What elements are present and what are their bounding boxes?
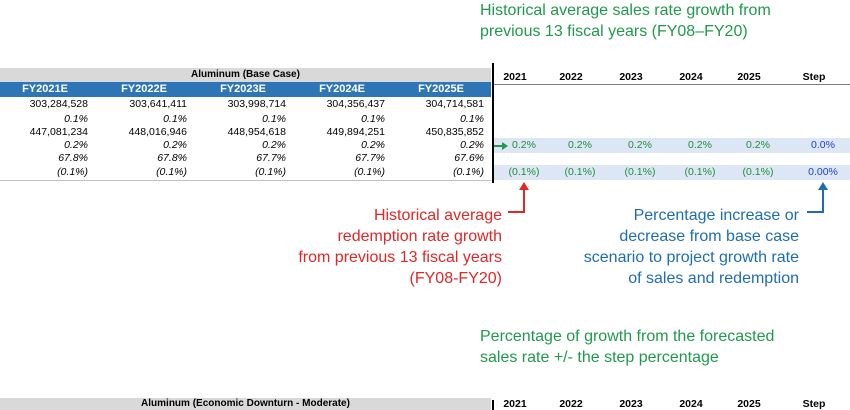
forecast-growth-annotation: Percentage of growth from the forecasted… [480, 326, 840, 368]
year-header: 2025 [737, 71, 761, 83]
annotation-line: Percentage of growth from the forecasted [480, 328, 775, 345]
redemption-growth-value[interactable]: (0.1%) [684, 166, 716, 178]
column-divider [492, 63, 494, 183]
table-cell: 448,954,618 [227, 126, 286, 138]
annotation-line: previous 13 fiscal years (FY08–FY20) [480, 23, 748, 40]
sales-growth-row: 0.2% 0.2% 0.2% 0.2% 0.2% 0.0% [494, 138, 850, 153]
table-cell: 0.1% [361, 113, 385, 125]
table-cell: 67.7% [256, 152, 286, 164]
table-cell: (0.1%) [255, 166, 286, 178]
year-header: 2024 [679, 398, 703, 410]
table-cell: 0.2% [163, 139, 187, 151]
downturn-title: Aluminum (Economic Downturn - Moderate) [0, 398, 491, 410]
table-cell: 67.8% [58, 152, 88, 164]
annotation-line: from previous 13 fiscal years [298, 249, 502, 266]
table-cell: 67.6% [454, 152, 484, 164]
column-divider [492, 400, 494, 410]
table-cell: 303,641,411 [129, 98, 187, 110]
sales-growth-value[interactable]: 0.2% [568, 139, 592, 151]
annotation-line: Historical average sales rate growth fro… [480, 2, 771, 19]
annotation-line: (FY08-FY20) [409, 270, 502, 287]
table-cell: 0.1% [262, 113, 286, 125]
annotation-line: of sales and redemption [628, 270, 799, 287]
table-cell: (0.1%) [156, 166, 187, 178]
table-row: 0.1% 0.1% 0.1% 0.1% 0.1% [0, 112, 491, 127]
table-cell: 0.2% [262, 139, 286, 151]
redemption-growth-value[interactable]: (0.1%) [742, 166, 774, 178]
year-header: 2024 [679, 71, 703, 83]
table-cell: 450,835,852 [425, 126, 484, 138]
table-divider [0, 180, 491, 181]
table-cell: 304,714,581 [425, 98, 484, 110]
table-cell: 0.1% [163, 113, 187, 125]
annotation-line: Percentage increase or [633, 207, 799, 224]
table-row: 447,081,234 448,016,946 448,954,618 449,… [0, 125, 491, 140]
annotation-line: decrease from base case [619, 228, 799, 245]
table-cell: 67.7% [355, 152, 385, 164]
table-row: (0.1%) (0.1%) (0.1%) (0.1%) (0.1%) [0, 165, 491, 180]
sales-growth-value[interactable]: 0.2% [746, 139, 770, 151]
year-header: 2022 [559, 398, 583, 410]
sales-growth-value[interactable]: 0.2% [688, 139, 712, 151]
table-cell: 0.2% [460, 139, 484, 151]
year-header: 2023 [619, 398, 643, 410]
table-row: 0.2% 0.2% 0.2% 0.2% 0.2% [0, 138, 491, 153]
base-case-header-row: FY2021E FY2022E FY2023E FY2024E FY2025E [0, 82, 491, 97]
redemption-step-value[interactable]: 0.00% [808, 166, 838, 178]
annotation-line: Historical average [373, 207, 502, 224]
table-cell: 67.8% [157, 152, 187, 164]
table-cell: 304,356,437 [326, 98, 385, 110]
table-cell: (0.1%) [354, 166, 385, 178]
annotation-line: scenario to project growth rate [583, 249, 799, 266]
table-cell: (0.1%) [57, 166, 88, 178]
column-header: FY2024E [319, 83, 365, 95]
sales-growth-value[interactable]: 0.2% [628, 139, 652, 151]
year-header: 2022 [559, 71, 583, 83]
sales-step-value[interactable]: 0.0% [811, 139, 835, 151]
table-cell: 447,081,234 [29, 126, 88, 138]
annotation-line: sales rate +/- the step percentage [480, 349, 719, 366]
column-header: FY2023E [220, 83, 266, 95]
column-header: FY2025E [418, 83, 464, 95]
table-cell: 0.1% [460, 113, 484, 125]
redemption-growth-value[interactable]: (0.1%) [564, 166, 596, 178]
redemption-growth-row: (0.1%) (0.1%) (0.1%) (0.1%) (0.1%) 0.00% [494, 165, 850, 180]
table-cell: (0.1%) [453, 166, 484, 178]
table-cell: 448,016,946 [128, 126, 187, 138]
table-cell: 0.1% [64, 113, 88, 125]
blue-arrow-icon [807, 182, 828, 213]
base-case-title: Aluminum (Base Case) [0, 68, 491, 82]
redemption-growth-value[interactable]: (0.1%) [624, 166, 656, 178]
column-header: FY2021E [22, 83, 68, 95]
header-underline [494, 84, 850, 85]
column-header: FY2022E [121, 83, 167, 95]
year-header: 2025 [737, 398, 761, 410]
red-arrow-icon [508, 182, 529, 213]
table-cell: 449,894,251 [326, 126, 385, 138]
year-header: 2021 [503, 398, 527, 410]
redemption-growth-value[interactable]: (0.1%) [508, 166, 540, 178]
annotation-line: redemption rate growth [337, 228, 502, 245]
step-annotation: Percentage increase or decrease from bas… [540, 205, 799, 289]
year-header: 2023 [619, 71, 643, 83]
table-row: 303,284,528 303,641,411 303,998,714 304,… [0, 97, 491, 112]
table-cell: 0.2% [361, 139, 385, 151]
table-cell: 303,284,528 [29, 98, 88, 110]
sales-growth-annotation: Historical average sales rate growth fro… [480, 0, 820, 42]
redemption-growth-annotation: Historical average redemption rate growt… [260, 205, 502, 289]
table-cell: 303,998,714 [227, 98, 286, 110]
sales-growth-value[interactable]: 0.2% [512, 139, 536, 151]
year-header: 2021 [503, 71, 527, 83]
table-row: 67.8% 67.8% 67.7% 67.7% 67.6% [0, 151, 491, 166]
step-header: Step [802, 398, 826, 410]
table-cell: 0.2% [64, 139, 88, 151]
arrow-right-icon [494, 142, 508, 150]
step-header: Step [802, 71, 826, 83]
